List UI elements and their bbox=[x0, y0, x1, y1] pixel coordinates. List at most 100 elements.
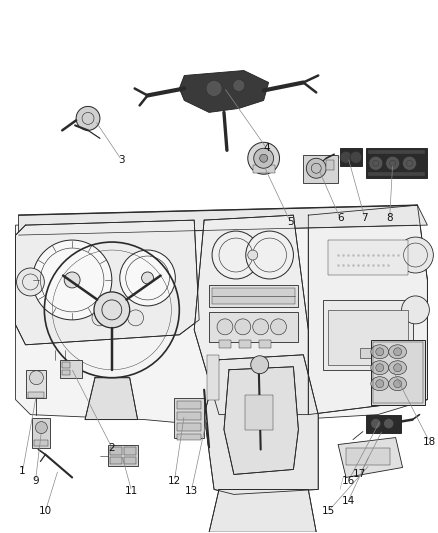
Polygon shape bbox=[179, 70, 268, 112]
Polygon shape bbox=[18, 205, 427, 235]
Bar bbox=[207, 355, 219, 400]
Polygon shape bbox=[308, 205, 427, 415]
Bar bbox=[368, 150, 425, 154]
Text: 15: 15 bbox=[321, 506, 335, 516]
Ellipse shape bbox=[389, 361, 406, 375]
Bar bbox=[110, 447, 122, 455]
Polygon shape bbox=[194, 215, 308, 415]
Circle shape bbox=[233, 79, 245, 92]
Bar bbox=[328, 310, 407, 365]
Bar bbox=[326, 160, 334, 170]
Text: 6: 6 bbox=[337, 213, 343, 223]
Circle shape bbox=[248, 250, 258, 260]
Bar bbox=[245, 394, 272, 430]
Circle shape bbox=[394, 348, 402, 356]
Circle shape bbox=[110, 310, 126, 326]
Circle shape bbox=[271, 319, 286, 335]
Circle shape bbox=[394, 379, 402, 387]
Bar bbox=[28, 392, 44, 398]
Polygon shape bbox=[16, 215, 427, 430]
Bar bbox=[259, 340, 271, 348]
Text: 18: 18 bbox=[423, 437, 436, 447]
Circle shape bbox=[248, 142, 279, 174]
Text: 12: 12 bbox=[168, 477, 181, 487]
Bar bbox=[253, 165, 275, 173]
Text: 4: 4 bbox=[263, 143, 270, 154]
Circle shape bbox=[212, 231, 260, 279]
Bar bbox=[177, 411, 201, 419]
Bar bbox=[340, 148, 362, 166]
Text: 3: 3 bbox=[118, 155, 125, 165]
Bar bbox=[219, 340, 231, 348]
Bar bbox=[212, 288, 295, 304]
Circle shape bbox=[246, 231, 293, 279]
Polygon shape bbox=[338, 438, 403, 478]
Polygon shape bbox=[224, 367, 298, 474]
Text: 13: 13 bbox=[184, 487, 198, 496]
Text: 5: 5 bbox=[287, 217, 294, 227]
Ellipse shape bbox=[389, 345, 406, 359]
Circle shape bbox=[92, 310, 108, 326]
Circle shape bbox=[17, 268, 44, 296]
Bar bbox=[110, 456, 122, 464]
Ellipse shape bbox=[371, 377, 389, 391]
Bar bbox=[360, 348, 390, 358]
Circle shape bbox=[394, 364, 402, 372]
Circle shape bbox=[376, 348, 384, 356]
Circle shape bbox=[403, 156, 417, 170]
Bar bbox=[304, 155, 338, 183]
Circle shape bbox=[384, 418, 394, 429]
Circle shape bbox=[402, 296, 429, 324]
Bar bbox=[177, 401, 201, 409]
Circle shape bbox=[94, 292, 130, 328]
Text: 11: 11 bbox=[125, 487, 138, 496]
Circle shape bbox=[340, 151, 352, 163]
Polygon shape bbox=[209, 489, 316, 532]
Bar bbox=[323, 300, 413, 370]
Circle shape bbox=[29, 371, 43, 385]
Circle shape bbox=[206, 80, 222, 96]
Circle shape bbox=[64, 272, 80, 288]
Ellipse shape bbox=[389, 377, 406, 391]
Bar bbox=[239, 340, 251, 348]
Bar bbox=[62, 362, 70, 368]
Circle shape bbox=[251, 356, 268, 374]
Circle shape bbox=[376, 379, 384, 387]
Bar bbox=[60, 360, 82, 378]
Circle shape bbox=[120, 250, 175, 306]
Ellipse shape bbox=[371, 345, 389, 359]
Bar bbox=[177, 433, 201, 440]
Text: 1: 1 bbox=[19, 466, 26, 477]
Circle shape bbox=[386, 156, 399, 170]
Bar bbox=[371, 340, 425, 405]
Bar bbox=[366, 148, 427, 178]
Text: 17: 17 bbox=[353, 470, 367, 480]
Circle shape bbox=[254, 148, 274, 168]
Circle shape bbox=[32, 240, 112, 320]
Bar bbox=[124, 447, 136, 455]
Text: 7: 7 bbox=[361, 213, 368, 223]
Text: 10: 10 bbox=[39, 506, 52, 516]
Text: 8: 8 bbox=[386, 213, 393, 223]
Bar bbox=[62, 370, 70, 375]
Circle shape bbox=[350, 151, 362, 163]
Circle shape bbox=[141, 272, 153, 284]
Bar bbox=[328, 240, 407, 275]
Polygon shape bbox=[16, 220, 199, 345]
Text: 16: 16 bbox=[341, 477, 355, 487]
Bar bbox=[368, 172, 425, 176]
Circle shape bbox=[128, 310, 144, 326]
Circle shape bbox=[35, 422, 47, 433]
Ellipse shape bbox=[371, 361, 389, 375]
Circle shape bbox=[260, 154, 268, 162]
Circle shape bbox=[76, 107, 100, 131]
Bar bbox=[174, 398, 204, 438]
Circle shape bbox=[398, 237, 433, 273]
Bar bbox=[346, 448, 390, 465]
Circle shape bbox=[369, 156, 383, 170]
Bar bbox=[26, 370, 46, 398]
Bar bbox=[373, 342, 424, 402]
Bar bbox=[177, 423, 201, 431]
Polygon shape bbox=[85, 378, 138, 419]
Bar bbox=[209, 285, 298, 307]
